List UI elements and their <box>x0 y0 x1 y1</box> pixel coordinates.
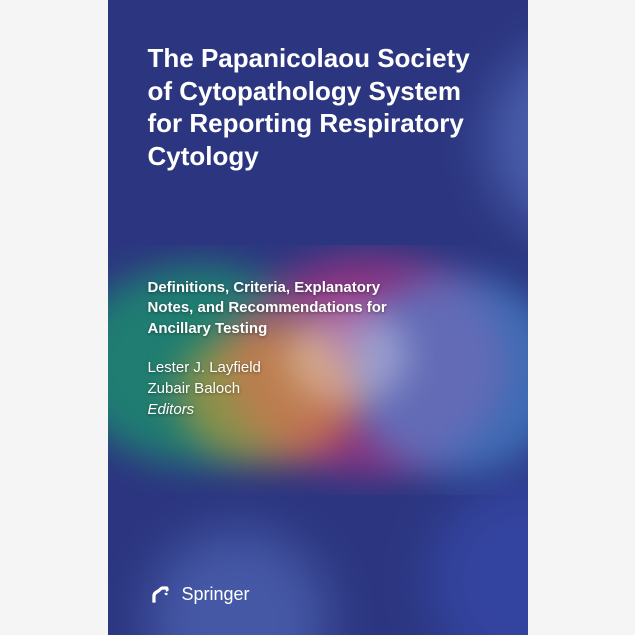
book-title: The Papanicolaou Society of Cytopatholog… <box>108 0 528 172</box>
publisher-block: Springer <box>148 581 250 607</box>
subtitle-block: Definitions, Criteria, Explanatory Notes… <box>148 278 418 420</box>
springer-horse-icon <box>148 581 174 607</box>
book-subtitle: Definitions, Criteria, Explanatory Notes… <box>148 278 418 339</box>
book-cover: The Papanicolaou Society of Cytopatholog… <box>108 0 528 635</box>
light-beam <box>428 480 528 635</box>
publisher-name: Springer <box>182 584 250 605</box>
editor-name-2: Zubair Baloch <box>148 378 418 399</box>
editor-name-1: Lester J. Layfield <box>148 357 418 378</box>
editors-label: Editors <box>148 399 418 420</box>
editors-block: Lester J. Layfield Zubair Baloch Editors <box>148 357 418 420</box>
